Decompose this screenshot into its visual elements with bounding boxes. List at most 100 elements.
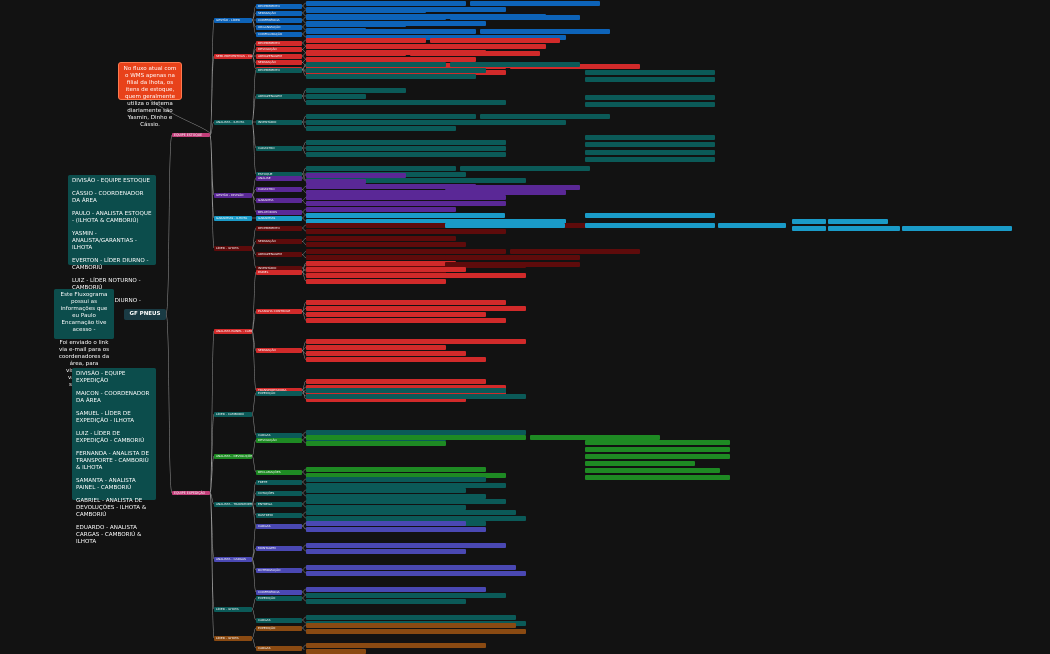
category-node[interactable]: RECEBIMENTO [256, 3, 302, 9]
group-node[interactable]: SEMI-PREVENTIVAS - CAM [214, 53, 252, 59]
detail-bar[interactable] [585, 95, 715, 100]
detail-bar[interactable] [306, 570, 526, 576]
detail-bar[interactable] [306, 466, 486, 472]
detail-bar[interactable] [306, 34, 566, 40]
detail-bar[interactable] [306, 487, 466, 493]
detail-bar[interactable] [306, 526, 486, 532]
category-node[interactable]: ANÁLISE [256, 175, 302, 181]
detail-bar[interactable] [306, 125, 456, 131]
detail-bar[interactable] [306, 542, 506, 548]
detail-bar[interactable] [306, 93, 366, 99]
detail-bar[interactable] [306, 249, 506, 255]
detail-bar[interactable] [460, 165, 590, 171]
detail-bar[interactable] [445, 223, 565, 228]
detail-bar[interactable] [306, 339, 526, 345]
detail-bar[interactable] [306, 628, 526, 634]
detail-bar[interactable] [306, 228, 506, 234]
detail-bar[interactable] [306, 165, 456, 171]
category-node[interactable]: EXPEDIÇÃO [256, 390, 302, 396]
detail-bar[interactable] [430, 37, 560, 43]
detail-bar[interactable] [306, 429, 526, 435]
category-node[interactable]: RECEBIMENTO [256, 67, 302, 73]
detail-bar[interactable] [306, 57, 476, 62]
category-node[interactable]: EXPEDIÇÃO [256, 595, 302, 601]
detail-bar[interactable] [470, 0, 600, 6]
detail-bar[interactable] [792, 226, 826, 231]
detail-bar[interactable] [306, 73, 476, 79]
detail-bar[interactable] [306, 222, 506, 228]
category-node[interactable]: CADASTRO [256, 186, 302, 192]
estoque-branch[interactable]: EQUIPE ESTOQUE [172, 133, 210, 137]
detail-bar[interactable] [306, 183, 476, 189]
detail-bar[interactable] [306, 311, 486, 317]
group-node[interactable]: GESTÃO - LÍDER [214, 17, 252, 23]
detail-bar[interactable] [585, 440, 730, 445]
group-node[interactable]: LÍDER - ILHOTA [214, 245, 252, 251]
detail-bar[interactable] [306, 278, 446, 284]
category-node[interactable]: ARMAZENAGEM [256, 53, 302, 59]
category-node[interactable]: SEPARAÇÃO [256, 10, 302, 16]
category-node[interactable]: EXPEDIÇÃO [256, 625, 302, 631]
detail-bar[interactable] [306, 178, 366, 184]
detail-bar[interactable] [306, 390, 506, 396]
group-node[interactable]: ANALISTA - TRANSPORTE [214, 501, 252, 507]
detail-bar[interactable] [902, 226, 1012, 231]
detail-bar[interactable] [306, 614, 516, 620]
detail-bar[interactable] [306, 345, 446, 351]
detail-bar[interactable] [510, 222, 640, 228]
root-node[interactable]: GF PNEUS [124, 309, 166, 320]
detail-bar[interactable] [306, 498, 506, 504]
detail-bar[interactable] [585, 77, 715, 82]
category-node[interactable]: CARGAS [256, 523, 302, 529]
detail-bar[interactable] [306, 195, 506, 201]
category-node[interactable]: FRETE [256, 479, 302, 485]
detail-bar[interactable] [306, 255, 526, 261]
group-node[interactable]: ANALISTA PAINEL - CAMBORIÚ [214, 328, 252, 334]
detail-bar[interactable] [306, 172, 406, 178]
detail-bar[interactable] [306, 642, 486, 648]
detail-bar[interactable] [306, 272, 526, 278]
group-node[interactable]: LÍDER - ILHOTA [214, 606, 252, 612]
category-node[interactable]: RECEBIMENTO [256, 225, 302, 231]
detail-bar[interactable] [585, 142, 715, 147]
detail-bar[interactable] [792, 219, 826, 224]
detail-bar[interactable] [585, 150, 715, 155]
detail-bar[interactable] [306, 113, 476, 119]
detail-bar[interactable] [306, 21, 406, 27]
detail-bar[interactable] [828, 219, 888, 224]
detail-bar[interactable] [306, 37, 426, 43]
detail-bar[interactable] [306, 357, 486, 363]
category-node[interactable]: COTAÇÕES [256, 490, 302, 496]
detail-bar[interactable] [306, 472, 506, 478]
category-node[interactable]: SEPARAÇÃO [256, 238, 302, 244]
detail-bar[interactable] [306, 201, 506, 207]
detail-bar[interactable] [306, 67, 486, 73]
group-node[interactable]: LÍDER - ILHOTA [214, 635, 252, 641]
category-node[interactable]: RASTREIO [256, 512, 302, 518]
group-node[interactable]: ANALISTA - CARGAS [214, 556, 252, 562]
detail-bar[interactable] [530, 434, 660, 440]
detail-bar[interactable] [585, 70, 715, 75]
category-node[interactable]: MONTAGEM [256, 545, 302, 551]
detail-bar[interactable] [306, 99, 506, 105]
detail-bar[interactable] [510, 249, 640, 255]
detail-bar[interactable] [306, 241, 466, 247]
detail-bar[interactable] [306, 299, 506, 305]
category-node[interactable]: ARMAZENAGEM [256, 252, 302, 258]
category-node[interactable]: TRANSPORTADORA [256, 387, 302, 393]
detail-bar[interactable] [718, 223, 786, 228]
category-node[interactable]: DEVOLUÇÃO [256, 437, 302, 443]
category-node[interactable]: PLANILHA CONTROLE [256, 308, 302, 314]
category-node[interactable]: RECLAMAÇÕES [256, 469, 302, 475]
expedicao-branch[interactable]: EQUIPE EXPEDIÇÃO [172, 491, 210, 495]
category-node[interactable]: SEPARAÇÃO [256, 60, 302, 65]
detail-bar[interactable] [306, 393, 526, 399]
detail-bar[interactable] [306, 235, 456, 241]
detail-bar[interactable] [306, 548, 466, 554]
detail-bar[interactable] [306, 44, 446, 49]
detail-bar[interactable] [306, 87, 406, 93]
group-node[interactable]: ANALISTA - ILHOTA [214, 119, 252, 125]
detail-bar[interactable] [306, 218, 566, 224]
detail-bar[interactable] [306, 648, 366, 654]
category-node[interactable]: CONFIGURAÇÃO [256, 31, 302, 37]
